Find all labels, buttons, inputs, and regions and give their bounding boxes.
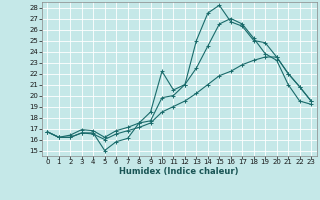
X-axis label: Humidex (Indice chaleur): Humidex (Indice chaleur) (119, 167, 239, 176)
